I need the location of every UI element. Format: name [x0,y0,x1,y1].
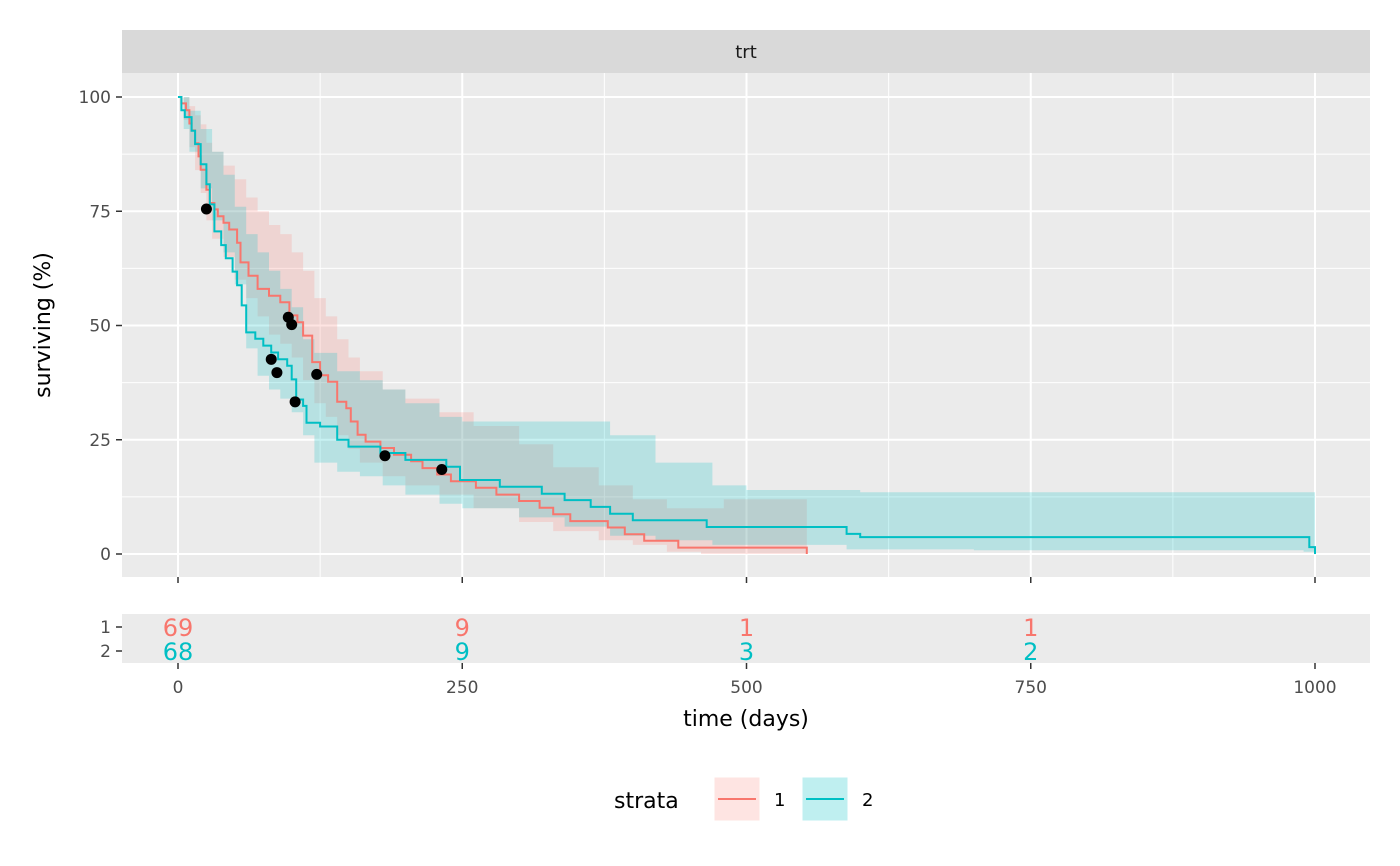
x-tick-label: 0 [173,678,184,698]
censor-point [271,367,283,379]
risk-row-label: 2 [100,642,111,662]
curve-strata-1 [178,96,808,554]
x-axis: 0 250 500 750 1000 [173,663,1337,698]
y-axis: 0 25 50 75 100 [79,88,122,565]
legend-title: strata [614,789,679,814]
censor-point [436,463,448,475]
y-tick-label: 0 [100,545,111,565]
legend-label-1: 1 [774,790,785,811]
x-tick-label: 1000 [1293,678,1336,698]
facet-strip [122,30,1370,73]
risk-count: 1 [1023,614,1038,642]
risk-count: 9 [455,614,470,642]
risk-count: 3 [739,638,754,666]
legend: strata 1 2 [614,776,873,822]
x-tick-label: 500 [730,678,762,698]
censor-point [379,450,391,462]
censor-point [286,319,298,331]
risk-count: 9 [455,638,470,666]
y-axis-title: surviving (%) [31,252,56,398]
y-tick-label: 25 [89,431,111,451]
risk-table: 1 69 9 1 12 68 9 3 2 [100,614,1038,666]
x-axis-main-ticks [177,577,1316,583]
x-axis-title: time (days) [683,707,809,732]
censor-point [289,396,301,408]
risk-count: 1 [739,614,754,642]
censor-point [311,368,323,380]
legend-label-2: 2 [862,790,873,811]
risk-count: 2 [1023,638,1038,666]
x-tick-label: 250 [446,678,478,698]
y-tick-label: 100 [79,88,111,108]
risk-count: 69 [163,614,194,642]
y-tick-label: 75 [89,202,111,222]
x-tick-label: 750 [1015,678,1047,698]
ci-band-strata-2 [178,97,1315,554]
curve-strata-2 [178,96,1316,554]
grid-major [122,73,1370,577]
censor-points [200,203,448,475]
facet-label: trt [735,42,757,63]
censor-point [265,353,277,365]
censor-point [200,203,212,215]
y-tick-label: 50 [89,317,111,337]
survival-curves [178,96,1316,554]
risk-table-panel [122,614,1370,663]
risk-row-label: 1 [100,618,111,638]
risk-count: 68 [163,638,194,666]
